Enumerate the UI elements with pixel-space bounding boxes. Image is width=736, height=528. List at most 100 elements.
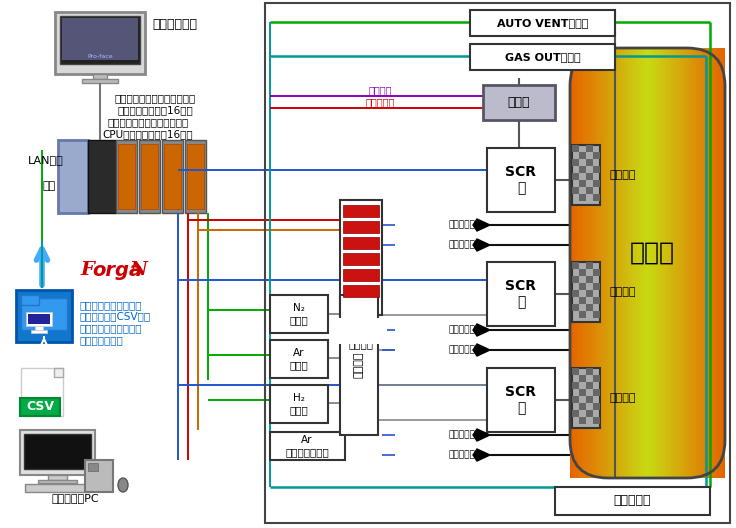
Text: GAS OUTバルブ: GAS OUTバルブ	[505, 52, 581, 62]
Bar	[487, 262, 555, 326]
Bar	[25, 484, 90, 492]
Bar	[593, 166, 600, 173]
Text: Ar
バルブ: Ar バルブ	[290, 348, 308, 370]
Bar	[598, 48, 698, 478]
Bar	[395, 427, 475, 443]
Text: ミキサー: ミキサー	[354, 352, 364, 378]
Polygon shape	[473, 429, 490, 441]
Bar	[579, 48, 716, 478]
Bar	[579, 180, 586, 187]
Bar	[572, 276, 579, 283]
Bar	[631, 48, 665, 478]
Bar	[590, 48, 705, 478]
Text: アナログ入力　デジタル入力: アナログ入力 デジタル入力	[107, 117, 188, 127]
Bar	[574, 48, 721, 478]
Text: Pro-face: Pro-face	[87, 53, 113, 59]
Bar	[572, 410, 579, 417]
Bar	[586, 276, 593, 283]
Bar	[162, 140, 183, 213]
Bar	[576, 48, 720, 478]
Bar	[60, 16, 140, 64]
Bar	[572, 290, 579, 297]
Bar	[395, 447, 475, 463]
Bar	[62, 18, 138, 60]
Bar	[20, 430, 95, 475]
Bar	[596, 48, 698, 478]
Text: （４点）　　　（16点）: （４点） （16点）	[117, 105, 193, 115]
Bar	[584, 48, 710, 478]
Bar	[636, 48, 659, 478]
Text: Ar
バイパスバルブ: Ar バイパスバルブ	[285, 435, 329, 457]
Bar	[586, 382, 593, 389]
Bar	[576, 48, 718, 478]
Bar	[470, 10, 615, 36]
Bar	[343, 269, 379, 281]
Bar	[579, 389, 586, 396]
Text: リモート用PC: リモート用PC	[52, 493, 99, 503]
Bar	[572, 145, 600, 205]
Bar	[38, 480, 77, 483]
Bar	[579, 152, 586, 159]
Bar	[593, 417, 600, 424]
Text: 炉内温度中: 炉内温度中	[448, 345, 475, 354]
Bar	[606, 48, 688, 478]
Bar	[579, 194, 586, 201]
Bar	[586, 396, 593, 403]
Bar	[483, 85, 555, 120]
Bar	[395, 322, 475, 338]
Bar	[139, 140, 160, 213]
Bar	[28, 314, 50, 324]
Text: CPU（８点）　　（16点）: CPU（８点） （16点）	[103, 129, 194, 139]
Text: アナログ出力　デジタル出力: アナログ出力 デジタル出力	[114, 93, 196, 103]
Text: 真空検知: 真空検知	[368, 85, 392, 95]
Polygon shape	[473, 449, 490, 461]
Bar	[634, 48, 661, 478]
Bar	[35, 326, 43, 330]
Bar	[572, 187, 579, 194]
Bar	[572, 159, 579, 166]
Text: N₂
バルブ: N₂ バルブ	[290, 303, 308, 325]
Bar	[572, 145, 579, 152]
Bar	[637, 48, 658, 478]
Bar	[643, 48, 651, 478]
Bar	[582, 48, 713, 478]
Bar	[626, 48, 668, 478]
Text: SCR
下: SCR 下	[506, 385, 537, 415]
Text: ヒータ下: ヒータ下	[610, 393, 637, 403]
Bar	[340, 295, 378, 435]
Text: H₂
バルブ: H₂ バルブ	[290, 393, 308, 415]
Polygon shape	[473, 219, 490, 231]
Text: ヒータ中: ヒータ中	[610, 287, 637, 297]
Bar	[588, 48, 707, 478]
Text: 炉壁温度中: 炉壁温度中	[448, 325, 475, 335]
Bar	[608, 48, 687, 478]
Ellipse shape	[118, 478, 128, 492]
Bar	[31, 330, 47, 333]
Bar	[343, 221, 379, 233]
Bar	[611, 48, 684, 478]
Text: CSV: CSV	[26, 400, 54, 412]
Bar	[470, 44, 615, 70]
Bar	[628, 48, 668, 478]
Bar	[571, 48, 723, 478]
Bar	[604, 48, 691, 478]
Bar	[579, 283, 586, 290]
Bar	[85, 460, 113, 492]
Bar	[587, 48, 708, 478]
Bar	[395, 342, 475, 358]
Bar	[82, 79, 118, 83]
Bar	[591, 48, 704, 478]
Bar	[586, 368, 593, 375]
Bar	[586, 173, 593, 180]
Bar	[631, 48, 663, 478]
Bar	[579, 403, 586, 410]
Text: 制御レシピをエクセル
等で作成し、CSVファ
イルに変換して、コン
トローラに転送: 制御レシピをエクセル 等で作成し、CSVファ イルに変換して、コン トローラに転…	[80, 300, 151, 345]
Bar	[593, 269, 600, 276]
Bar	[586, 410, 593, 417]
Text: AUTO VENTバルブ: AUTO VENTバルブ	[498, 18, 589, 28]
Bar	[586, 159, 593, 166]
Bar	[185, 140, 206, 213]
Bar	[555, 487, 710, 515]
Bar	[594, 48, 701, 478]
Text: 炉壁温度下: 炉壁温度下	[448, 430, 475, 439]
